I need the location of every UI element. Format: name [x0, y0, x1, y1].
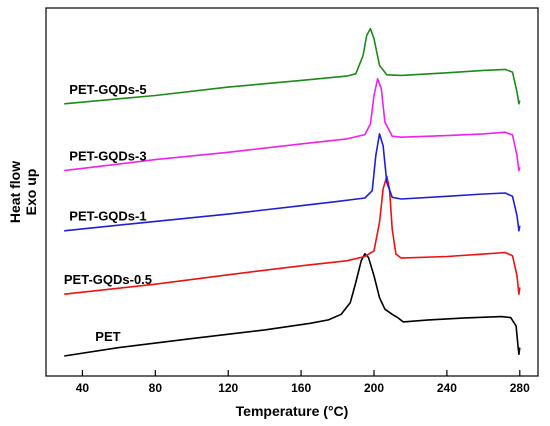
curves [64, 27, 521, 357]
plot-frame [45, 7, 539, 377]
x-tick-label: 120 [218, 381, 238, 395]
series-label: PET-GQDs-5 [69, 82, 146, 97]
y-axis-title-line-2: Exo up [23, 169, 39, 216]
series-label: PET-GQDs-3 [69, 149, 146, 164]
series-line-pet-gqds-3 [64, 78, 521, 172]
y-axis-title: Heat flow Exo up [7, 161, 39, 223]
x-tick-label: 200 [364, 381, 384, 395]
series-labels: PET PET-GQDs-0.5 PET-GQDs-1 PET-GQDs-3 PET-G… [64, 82, 152, 344]
series-line-pet [64, 253, 521, 357]
series-label: PET-GQDs-1 [69, 209, 146, 224]
y-axis-title-line-1: Heat flow [7, 161, 23, 223]
x-axis-ticks: 40 80 120 160 200 240 280 [76, 370, 530, 395]
x-axis-title: Temperature (°C) [236, 403, 349, 419]
x-tick-label: 40 [76, 381, 90, 395]
series-label: PET [95, 329, 120, 344]
series-line-pet-gqds-5 [64, 27, 521, 105]
x-tick-label: 80 [149, 381, 163, 395]
series-line-pet-gqds-1 [64, 133, 521, 232]
x-tick-label: 240 [437, 381, 457, 395]
x-tick-label: 280 [510, 381, 530, 395]
x-tick-label: 160 [291, 381, 311, 395]
series-label: PET-GQDs-0.5 [64, 272, 152, 287]
